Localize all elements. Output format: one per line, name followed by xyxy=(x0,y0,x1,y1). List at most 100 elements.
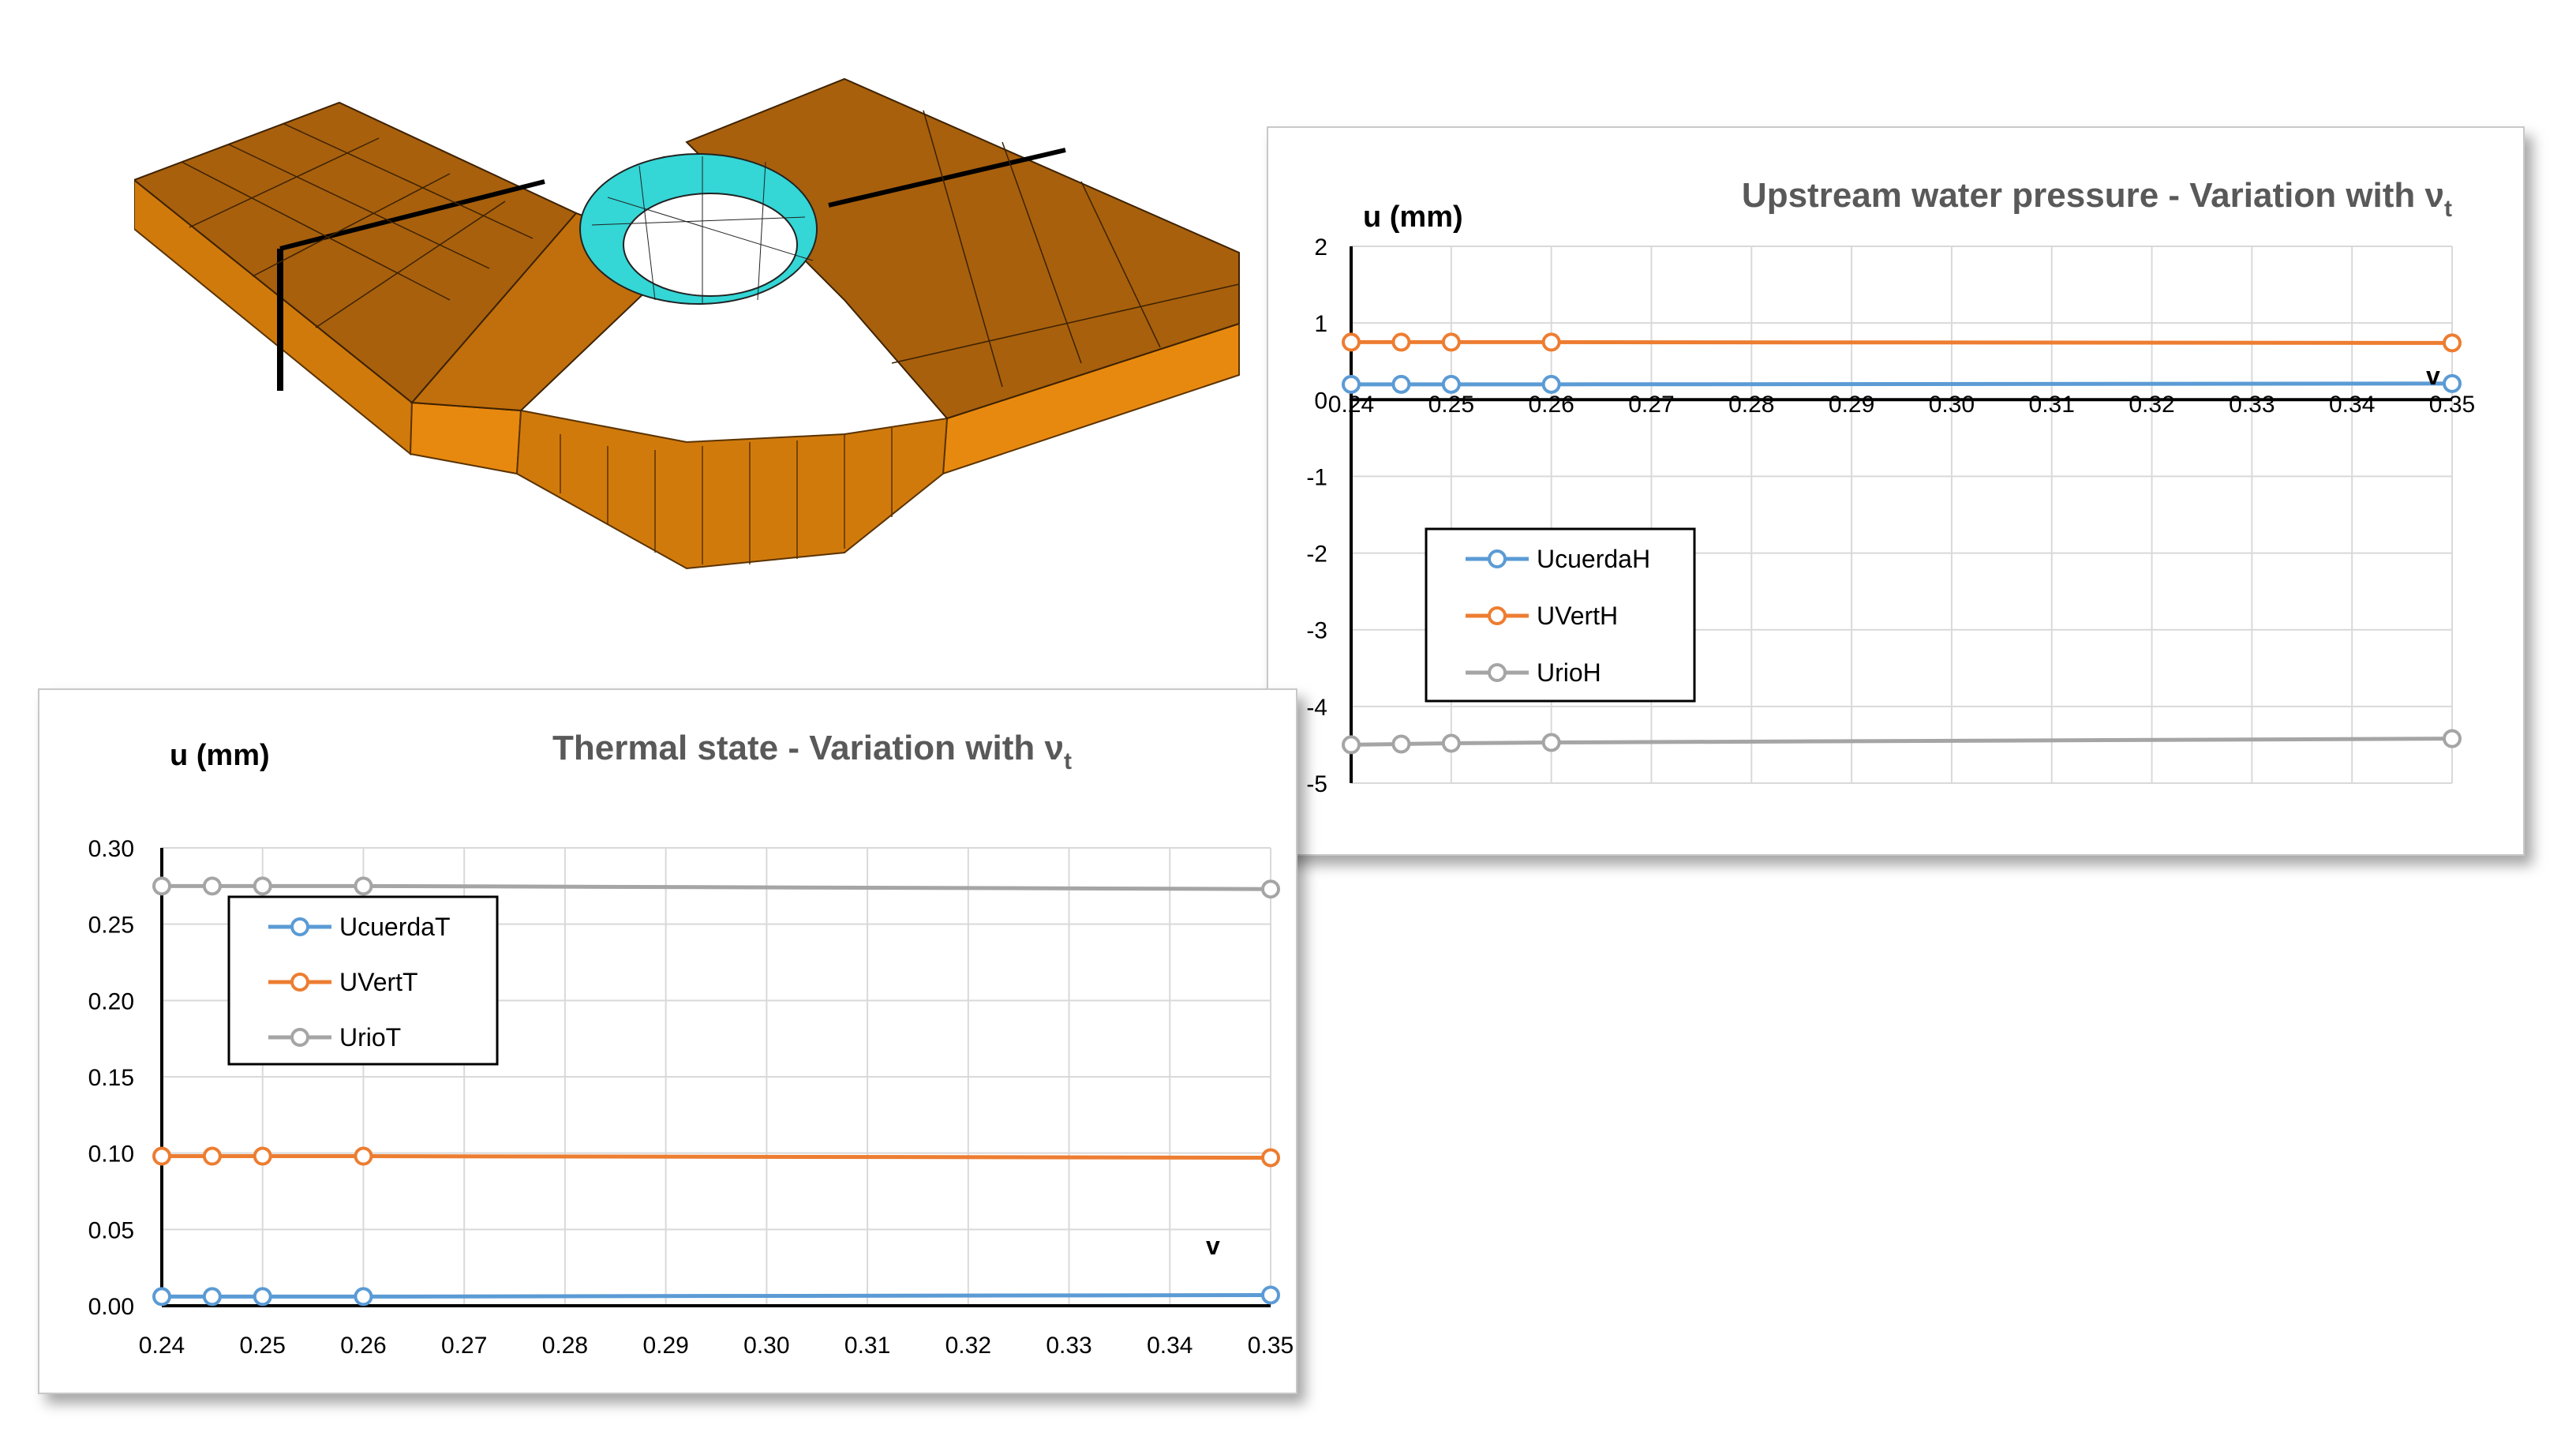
x-tick-label: 0.31 xyxy=(2029,392,2075,418)
data-point-UcuerdaH xyxy=(2443,373,2462,393)
data-point-UVertT xyxy=(253,1146,272,1166)
tick-labels: 0.24 0.25 0.26 0.27 0.28 0.29 0.30 0.31 0.32 0.33… xyxy=(1306,234,2475,797)
y-tick-label: -2 xyxy=(1306,542,1327,568)
y-tick-label: 0.10 xyxy=(88,1142,134,1168)
tick-labels: 0.24 0.25 0.26 0.27 0.28 0.29 0.30 0.31 0.32 0.33… xyxy=(88,836,1294,1359)
data-point-UrioH xyxy=(1441,733,1461,753)
x-tick-label: 0.32 xyxy=(945,1333,991,1359)
series-line-UcuerdaT xyxy=(162,1292,1271,1299)
legend-label: UVertT xyxy=(339,968,418,996)
data-point-UrioT xyxy=(354,876,373,896)
data-point-UcuerdaH xyxy=(1342,374,1361,394)
x-tick-label: 0.27 xyxy=(1628,392,1674,418)
finite-element-mesh-dam-icon xyxy=(134,77,1240,570)
y-tick-label: 1 xyxy=(1314,311,1327,337)
y-axis-title: u (mm) xyxy=(1363,201,1463,234)
legend: UcuerdaT UVertT UrioT xyxy=(227,895,499,1066)
x-tick-label: 0.24 xyxy=(139,1333,185,1359)
legend-marker xyxy=(1488,606,1507,625)
y-tick-label: 2 xyxy=(1314,234,1327,261)
series-line-UrioH xyxy=(1350,737,2453,747)
data-point-UVertH xyxy=(1342,332,1361,352)
y-tick-label: 0.00 xyxy=(88,1294,134,1320)
mesh-figure xyxy=(134,77,1240,570)
x-tick-label: 0.35 xyxy=(2429,392,2475,418)
x-tick-label: 0.28 xyxy=(542,1333,588,1359)
upstream-pressure-chart: Upstream water pressure - Variation with… xyxy=(1267,126,2525,856)
x-tick-label: 0.34 xyxy=(2329,392,2375,418)
data-point-UVertH xyxy=(1541,332,1561,352)
x-tick-label: 0.30 xyxy=(743,1333,789,1359)
data-point-UVertH xyxy=(2443,333,2462,353)
series-group xyxy=(1342,332,2462,755)
x-tick-label: 0.31 xyxy=(844,1333,890,1359)
legend-marker xyxy=(290,917,309,936)
data-point-UcuerdaH xyxy=(1541,374,1561,394)
data-point-UcuerdaT xyxy=(1261,1285,1280,1305)
y-tick-label: 0.30 xyxy=(88,836,134,862)
series-line-UVertT xyxy=(162,1154,1271,1160)
legend-label: UrioT xyxy=(339,1023,401,1052)
legend-marker xyxy=(1488,549,1507,568)
data-point-UrioT xyxy=(1261,879,1280,899)
x-tick-label: 0.26 xyxy=(1528,392,1574,418)
x-axis-title: v xyxy=(2426,362,2440,390)
data-point-UVertH xyxy=(1391,332,1411,352)
data-point-UcuerdaT xyxy=(152,1287,171,1307)
thermal-state-chart: Thermal state - Variation with νt u (mm)… xyxy=(38,688,1297,1394)
chart-title: Thermal state - Variation with νt xyxy=(552,729,1072,774)
x-tick-label: 0.33 xyxy=(1046,1333,1091,1359)
data-point-UcuerdaT xyxy=(253,1287,272,1307)
x-tick-label: 0.27 xyxy=(441,1333,487,1359)
y-tick-label: 0.25 xyxy=(88,913,134,939)
x-tick-label: 0.29 xyxy=(1829,392,1874,418)
y-axis-title: u (mm) xyxy=(170,739,270,772)
x-tick-label: 0.25 xyxy=(1428,392,1474,418)
x-tick-label: 0.30 xyxy=(1929,392,1975,418)
data-point-UrioH xyxy=(1541,733,1561,752)
x-tick-label: 0.28 xyxy=(1728,392,1774,418)
y-tick-label: -5 xyxy=(1306,771,1327,797)
data-point-UrioT xyxy=(202,876,222,896)
data-point-UrioH xyxy=(1342,735,1361,755)
x-tick-label: 0.35 xyxy=(1248,1333,1294,1359)
data-point-UVertT xyxy=(1261,1148,1280,1168)
upstream-chart-svg: Upstream water pressure - Variation with… xyxy=(1306,176,2475,797)
x-tick-label: 0.26 xyxy=(340,1333,386,1359)
gridlines xyxy=(1350,246,2453,784)
x-tick-label: 0.24 xyxy=(1328,392,1374,418)
legend-marker xyxy=(1488,663,1507,682)
series-line-UrioT xyxy=(162,883,1271,891)
y-tick-label: 0 xyxy=(1314,388,1327,414)
data-point-UVertT xyxy=(202,1146,222,1166)
data-point-UVertT xyxy=(354,1146,373,1166)
data-point-UcuerdaH xyxy=(1391,374,1411,394)
data-point-UrioT xyxy=(253,876,272,896)
data-point-UVertT xyxy=(152,1146,171,1166)
data-point-UcuerdaH xyxy=(1441,374,1461,394)
x-tick-label: 0.32 xyxy=(2129,392,2174,418)
y-tick-label: -4 xyxy=(1306,695,1327,721)
legend-label: UcuerdaH xyxy=(1537,545,1650,573)
x-tick-label: 0.34 xyxy=(1147,1333,1193,1359)
legend-label: UVertH xyxy=(1537,602,1618,630)
y-tick-label: 0.05 xyxy=(88,1217,134,1243)
x-tick-label: 0.29 xyxy=(642,1333,688,1359)
data-point-UrioH xyxy=(2443,729,2462,748)
y-tick-label: 0.20 xyxy=(88,988,134,1014)
series-line-UVertH xyxy=(1351,339,2453,345)
legend: UcuerdaH UVertH UrioH xyxy=(1425,527,1696,703)
legend-label: UrioH xyxy=(1537,658,1601,687)
y-tick-label: -3 xyxy=(1306,618,1327,644)
x-tick-label: 0.33 xyxy=(2229,392,2275,418)
y-tick-label: 0.15 xyxy=(88,1065,134,1091)
x-tick-label: 0.25 xyxy=(240,1333,286,1359)
legend-marker xyxy=(290,973,309,992)
x-axis-title: v xyxy=(1206,1232,1220,1260)
data-point-UcuerdaT xyxy=(354,1287,373,1307)
chart-title: Upstream water pressure - Variation with… xyxy=(1742,176,2452,222)
data-point-UVertH xyxy=(1441,332,1461,352)
data-point-UrioT xyxy=(152,876,171,896)
series-group xyxy=(152,876,1280,1307)
legend-label: UcuerdaT xyxy=(339,913,451,941)
